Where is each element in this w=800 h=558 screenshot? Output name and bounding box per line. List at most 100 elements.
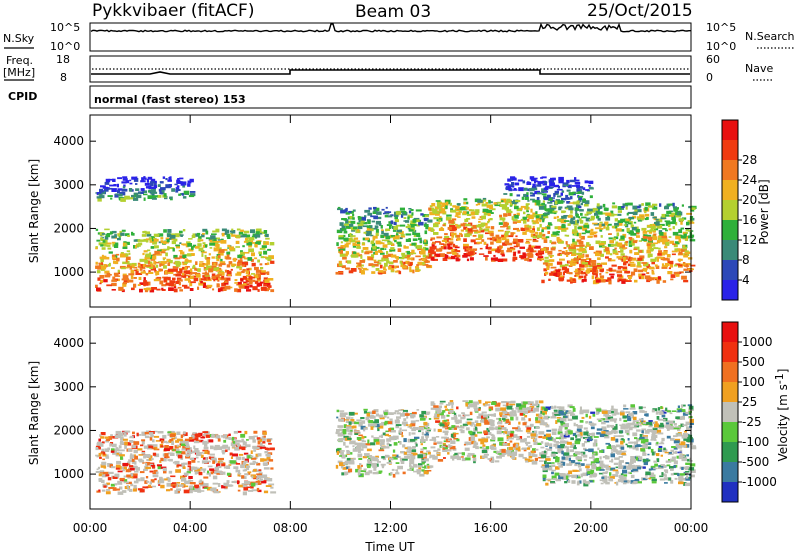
- power-echo-cell: [536, 218, 539, 220]
- power-echo-cell: [503, 213, 507, 217]
- power-echo-cell: [439, 216, 441, 218]
- power-echo-cell: [457, 255, 461, 258]
- power-echo-cell: [460, 207, 466, 210]
- power-echo-cell: [96, 240, 100, 242]
- power-echo-cell: [396, 233, 399, 235]
- power-echo-cell: [208, 286, 211, 288]
- power-echo-cell: [637, 258, 642, 261]
- velocity-echo-cell: [533, 408, 539, 412]
- power-echo-cell: [109, 251, 113, 253]
- velocity-echo-cell: [562, 456, 566, 459]
- power-echo-cell: [480, 248, 483, 250]
- velocity-echo-cell: [356, 419, 361, 421]
- velocity-echo-cell: [264, 491, 268, 494]
- velocity-echo-cell: [117, 481, 122, 485]
- power-echo-cell: [668, 225, 670, 228]
- power-echo-cell: [652, 217, 657, 219]
- velocity-echo-cell: [503, 443, 508, 446]
- power-echo-cell: [551, 247, 556, 250]
- power-colorbar-segment: [722, 260, 738, 280]
- power-echo-cell: [665, 214, 669, 216]
- power-echo-cell: [609, 268, 613, 272]
- velocity-echo-cell: [106, 491, 111, 494]
- power-echo-cell: [578, 255, 584, 259]
- power-echo-cell: [681, 236, 687, 238]
- velocity-echo-cell: [488, 414, 493, 416]
- power-echo-cell: [520, 208, 523, 210]
- power-echo-cell: [638, 209, 642, 212]
- power-echo-cell: [657, 253, 662, 256]
- power-echo-cell: [651, 212, 655, 216]
- velocity-echo-cell: [519, 406, 522, 409]
- power-echo-cell: [460, 234, 463, 237]
- power-echo-cell: [97, 277, 100, 280]
- power-echo-cell: [463, 198, 467, 200]
- power-echo-cell: [391, 255, 397, 258]
- power-echo-cell: [641, 276, 645, 280]
- velocity-echo-cell: [630, 472, 632, 474]
- velocity-echo-cell: [200, 467, 202, 469]
- power-echo-cell: [618, 277, 622, 279]
- power-echo-cell: [651, 244, 656, 247]
- power-echo-cell: [257, 260, 260, 263]
- power-echo-cell: [590, 260, 596, 263]
- velocity-echo-cell: [502, 415, 507, 418]
- velocity-echo-cell: [475, 420, 479, 423]
- velocity-echo-cell: [546, 430, 551, 432]
- velocity-echo-cell: [459, 429, 462, 431]
- power-echo-cell: [113, 184, 116, 186]
- velocity-echo-cell: [429, 418, 431, 420]
- power-echo-cell: [582, 199, 586, 202]
- power-echo-cell: [562, 251, 565, 254]
- velocity-echo-cell: [401, 461, 405, 465]
- power-echo-cell: [576, 253, 579, 255]
- power-echo-cell: [493, 255, 495, 257]
- power-echo-cell: [167, 229, 171, 233]
- velocity-echo-cell: [509, 404, 515, 406]
- velocity-echo-cell: [207, 471, 209, 474]
- velocity-echo-cell: [208, 451, 210, 455]
- velocity-echo-cell: [501, 449, 505, 453]
- velocity-echo-cell: [140, 477, 144, 481]
- velocity-echo-cell: [341, 472, 344, 475]
- power-echo-cell: [616, 270, 622, 273]
- velocity-echo-cell: [623, 408, 628, 410]
- velocity-echo-cell: [134, 471, 139, 473]
- power-echo-cell: [194, 278, 199, 281]
- power-echo-cell: [116, 254, 119, 256]
- power-echo-cell: [406, 233, 412, 235]
- velocity-echo-cell: [105, 474, 109, 476]
- velocity-echo-cell: [241, 465, 245, 468]
- power-echo-cell: [494, 239, 496, 241]
- velocity-echo-cell: [259, 469, 262, 471]
- power-echo-cell: [448, 257, 451, 259]
- power-echo-cell: [161, 261, 167, 263]
- velocity-echo-cell: [366, 417, 370, 420]
- power-echo-cell: [253, 286, 257, 288]
- power-echo-cell: [368, 207, 371, 209]
- velocity-echo-cell: [111, 484, 115, 487]
- power-echo-cell: [122, 176, 127, 178]
- power-echo-cell: [351, 221, 356, 224]
- power-echo-cell: [382, 209, 385, 211]
- velocity-echo-cell: [238, 473, 241, 475]
- power-echo-cell: [217, 284, 220, 288]
- velocity-echo-cell: [420, 449, 424, 451]
- power-echo-cell: [135, 245, 137, 248]
- power-echo-cell: [174, 289, 178, 293]
- power-echo-cell: [244, 252, 250, 254]
- velocity-echo-cell: [491, 447, 497, 450]
- velocity-echo-cell: [244, 473, 248, 475]
- velocity-echo-cell: [530, 424, 534, 427]
- velocity-echo-cell: [538, 431, 544, 434]
- power-echo-cell: [349, 270, 354, 273]
- power-echo-cell: [375, 225, 379, 228]
- velocity-echo-cell: [383, 433, 386, 436]
- power-echo-cell: [240, 285, 245, 289]
- cpid-label: CPID: [8, 90, 37, 103]
- freq-label-2: [MHz]: [3, 66, 35, 79]
- power-echo-cell: [506, 250, 512, 252]
- velocity-echo-cell: [396, 471, 398, 473]
- power-echo-cell: [630, 257, 632, 259]
- velocity-echo-cell: [469, 431, 472, 435]
